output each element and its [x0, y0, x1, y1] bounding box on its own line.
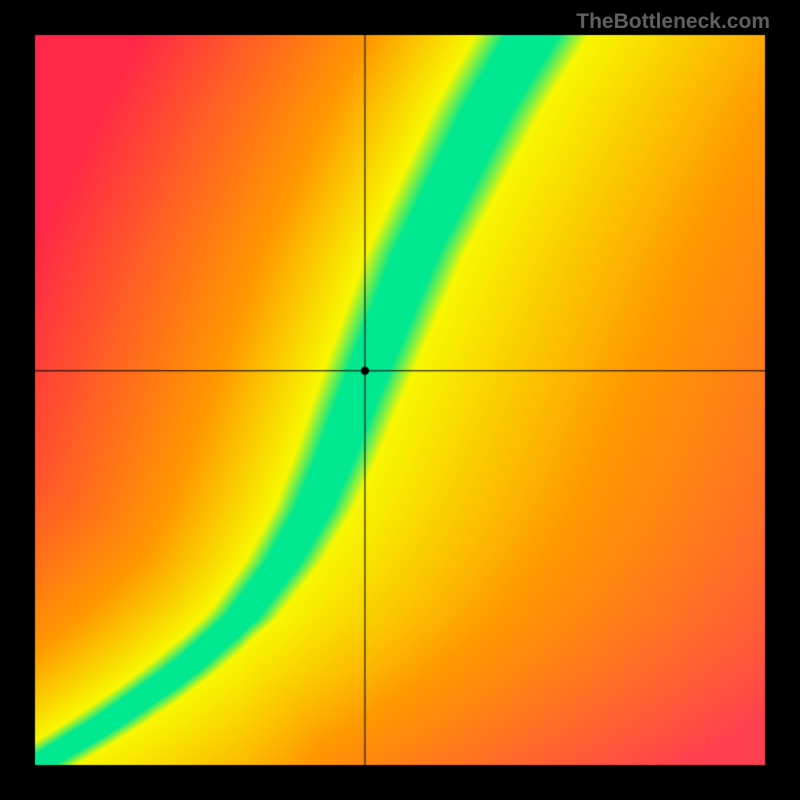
- watermark-text: TheBottleneck.com: [576, 10, 770, 34]
- heatmap-canvas: [0, 0, 800, 800]
- chart-container: TheBottleneck.com: [0, 0, 800, 800]
